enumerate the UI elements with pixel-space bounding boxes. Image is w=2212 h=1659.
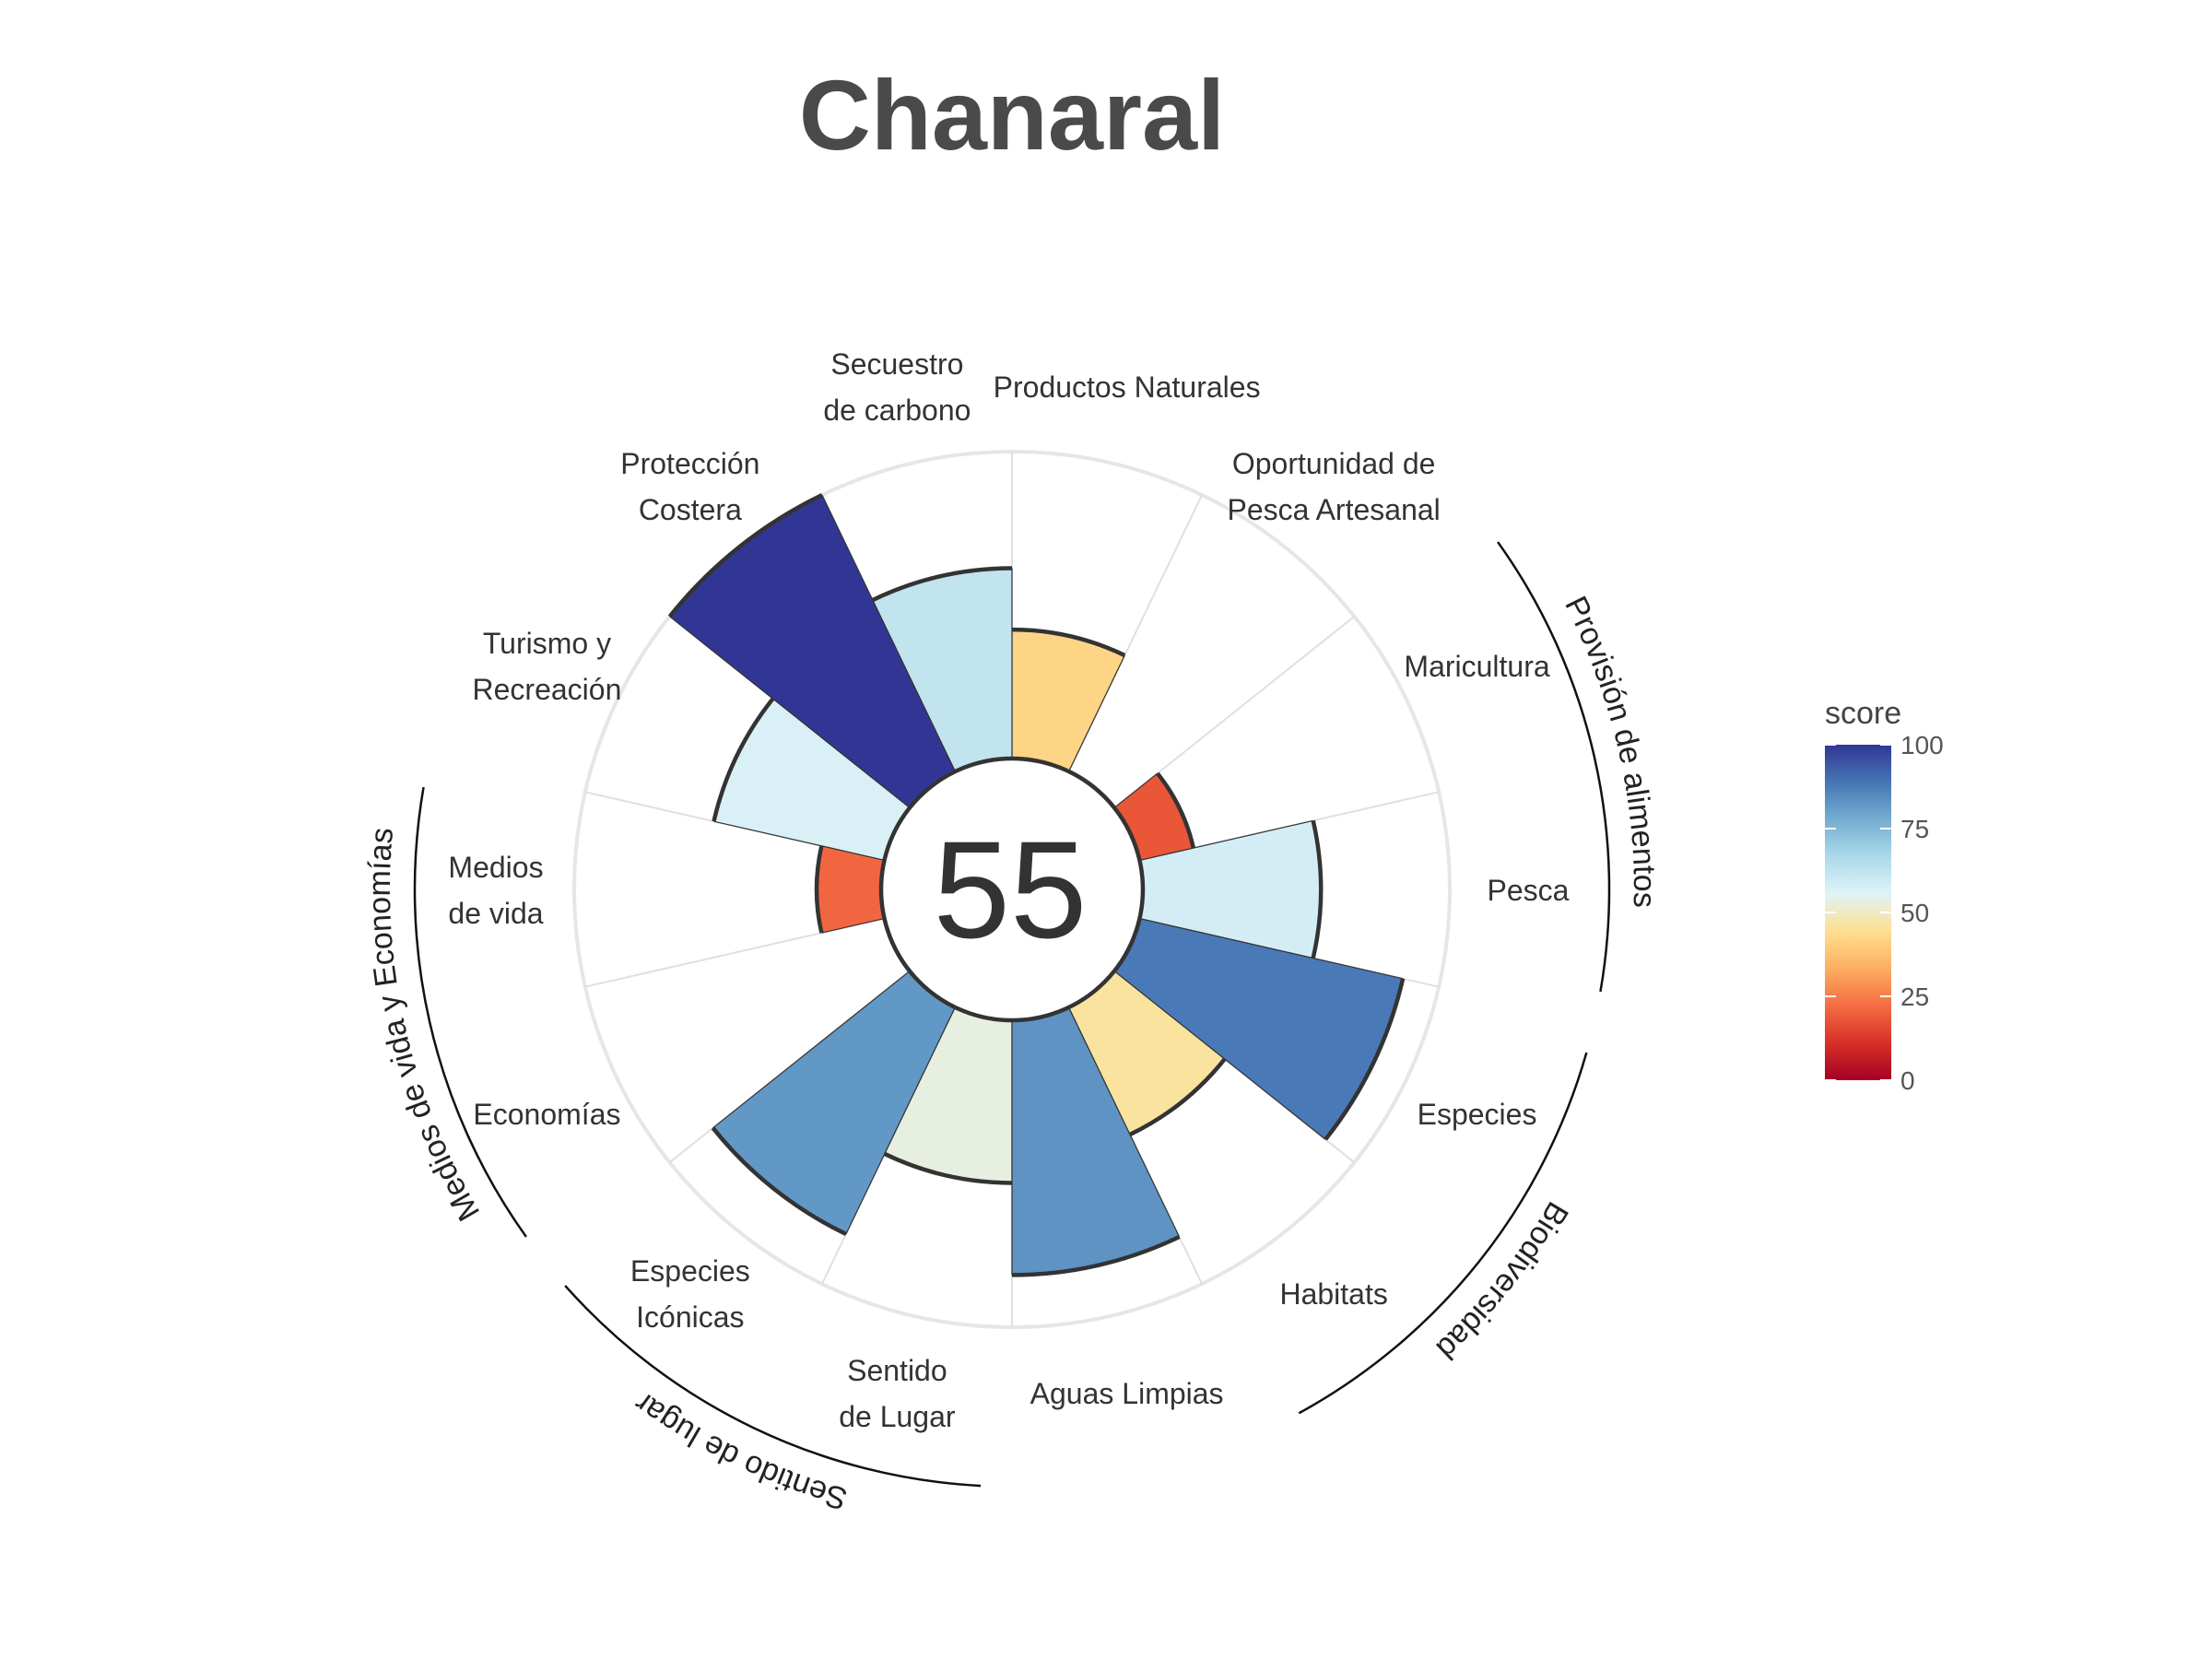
- petal-outline: [711, 1126, 847, 1236]
- group-arc-medios-de-vida-y-economias: [413, 786, 527, 1238]
- group-label-path: Biodiversidad: [1430, 1195, 1575, 1366]
- petal-edge: [1139, 847, 1194, 861]
- group-label-biodiversidad: Biodiversidad: [1430, 1195, 1575, 1366]
- petal-label-sentido-de-lugar: Sentido de Lugar: [839, 1354, 956, 1433]
- petal-label-productos-naturales: Productos Naturales: [994, 371, 1261, 404]
- petal-label-aguas-limpias: Aguas Limpias: [1030, 1377, 1224, 1410]
- petal-outline: [1156, 771, 1196, 849]
- petal-outline: [712, 697, 775, 822]
- petal-label-economias: Economías: [473, 1098, 620, 1131]
- petal-especies-iconicas: [712, 971, 956, 1234]
- petal-label-medios-de-vida: Medios de vida: [448, 851, 543, 930]
- petal-edge: [821, 918, 885, 934]
- legend-tick-label: 100: [1900, 731, 1944, 759]
- petal-sentido-de-lugar: [884, 1006, 1012, 1183]
- petal-label-line: de Lugar: [839, 1400, 956, 1433]
- legend-title: score: [1825, 696, 1901, 731]
- petal-label-maricultura: Maricultura: [1404, 650, 1549, 683]
- legend-tick-label: 25: [1900, 982, 1929, 1011]
- petal-label-line: Pesca Artesanal: [1228, 493, 1441, 526]
- group-arc-provision-de-alimentos: [1497, 541, 1611, 993]
- petal-label-line: Recreación: [473, 673, 622, 706]
- petal-edge: [712, 971, 911, 1129]
- petal-label-line: Economías: [473, 1098, 620, 1131]
- group-label-provision-de-alimentos: Provisión de alimentos: [1558, 591, 1662, 908]
- legend-tick-label: 75: [1900, 815, 1929, 843]
- chart-title: Chanaral: [799, 59, 1225, 171]
- petal-label-line: de vida: [448, 897, 543, 930]
- petal-edge: [821, 845, 885, 861]
- petal-productos-naturales: [1012, 629, 1125, 772]
- petal-label-line: Maricultura: [1404, 650, 1549, 683]
- petal-edge: [884, 1006, 956, 1155]
- petal-habitats: [1068, 971, 1225, 1135]
- petal-edge: [1139, 918, 1404, 980]
- petal-labels: Pesca Maricultura Oportunidad de Pesca Arte…: [448, 347, 1569, 1433]
- petal-label-line: Oportunidad de: [1232, 447, 1436, 480]
- group-label-path: Medios de vida y Economías: [362, 826, 487, 1227]
- legend-tick-label: 50: [1900, 899, 1929, 927]
- petal-label-especies-iconicas: Especies Icónicas: [630, 1254, 750, 1334]
- petal-label-turismo-y-recreacion: Turismo y Recreación: [473, 627, 622, 706]
- petal-outline: [1311, 819, 1324, 959]
- petal-especies: [1114, 918, 1404, 1140]
- petal-label-line: Especies: [630, 1254, 750, 1288]
- legend-tick-label: 0: [1900, 1066, 1915, 1095]
- petal-label-line: Productos Naturales: [994, 371, 1261, 404]
- petal-edge: [1068, 1006, 1131, 1135]
- petal-outline: [1011, 1234, 1181, 1277]
- group-arc-sentido-de-lugar: [564, 1285, 982, 1488]
- petal-turismo-y-recreacion: [713, 699, 910, 861]
- petal-label-line: Secuestro: [830, 347, 963, 381]
- petal-edge: [1113, 971, 1326, 1140]
- petal-medios-de-vida: [817, 845, 885, 934]
- petal-label-especies: Especies: [1418, 1098, 1537, 1131]
- petal-label-line: Pesca: [1488, 874, 1570, 907]
- petal-edge: [821, 494, 956, 772]
- petal-label-line: Sentido: [847, 1354, 947, 1387]
- petal-outline: [1011, 627, 1126, 658]
- petal-outline: [814, 845, 824, 934]
- petal-label-line: Medios: [448, 851, 543, 884]
- center-circle: [878, 756, 1146, 1023]
- petal-outline: [883, 1151, 1013, 1185]
- petal-aguas-limpias: [1012, 1006, 1180, 1276]
- group-arc-biodiversidad: [1298, 1052, 1588, 1415]
- center-score: 55: [934, 812, 1088, 967]
- petal-proteccion-costera: [669, 495, 956, 808]
- petal-edge: [1068, 654, 1125, 772]
- petal-secuestro-de-carbono: [872, 568, 1012, 772]
- petal-label-line: Icónicas: [636, 1300, 744, 1334]
- group-label-sentido-de-lugar: Sentido de lugar: [628, 1385, 851, 1516]
- petal-label-line: Turismo y: [483, 627, 611, 660]
- petal-edge: [772, 698, 911, 808]
- petal-outline: [1324, 978, 1406, 1141]
- petal-label-line: de carbono: [823, 394, 971, 427]
- petal-label-line: Protección: [620, 447, 759, 480]
- petal-label-oportunidad-de-pesca-artesanal: Oportunidad de Pesca Artesanal: [1228, 447, 1441, 526]
- petal-label-pesca: Pesca: [1488, 874, 1570, 907]
- petal-outline: [1129, 1057, 1227, 1136]
- petal-pesca: [1139, 820, 1322, 959]
- group-label-medios-de-vida-y-economias: Medios de vida y Economías: [362, 826, 487, 1227]
- petal-outline: [871, 566, 1013, 603]
- center-disc: 55: [878, 756, 1146, 1023]
- petal-label-line: Costera: [639, 493, 742, 526]
- petal-label-line: Especies: [1418, 1098, 1537, 1131]
- petal-label-line: Aguas Limpias: [1030, 1377, 1224, 1410]
- petals: [667, 493, 1406, 1277]
- petal-label-proteccion-costera: Protección Costera: [620, 447, 759, 526]
- petal-label-secuestro-de-carbono: Secuestro de carbono: [823, 347, 971, 427]
- group-label-path: Sentido de lugar: [628, 1385, 851, 1516]
- group-label-path: Provisión de alimentos: [1558, 591, 1662, 908]
- petal-outline: [667, 493, 823, 618]
- petal-edge: [1113, 772, 1159, 808]
- petal-label-habitats: Habitats: [1279, 1277, 1387, 1311]
- petal-label-line: Habitats: [1279, 1277, 1387, 1311]
- color-legend: score 0 25 50 75 100: [1825, 696, 1944, 1095]
